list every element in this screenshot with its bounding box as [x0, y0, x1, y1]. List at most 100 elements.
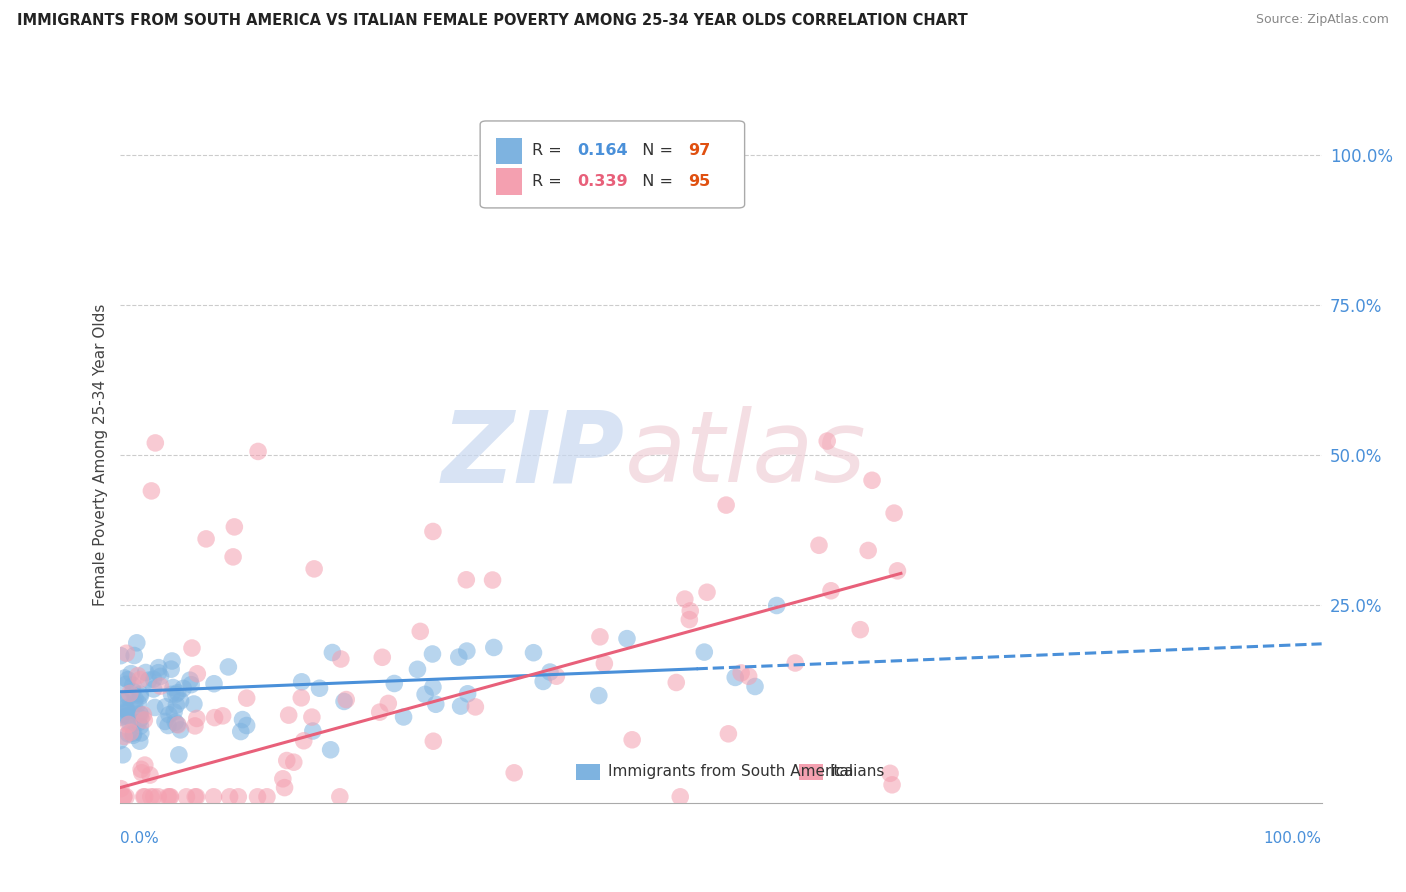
Point — [392, 710, 415, 724]
Point — [129, 762, 152, 776]
Point — [160, 654, 183, 668]
Point — [143, 436, 166, 450]
Point — [849, 623, 872, 637]
Text: 100.0%: 100.0% — [1264, 831, 1322, 846]
Point — [856, 543, 879, 558]
Point — [129, 673, 152, 687]
Point — [134, 789, 156, 804]
Point — [302, 724, 325, 739]
Point — [377, 697, 399, 711]
Point — [155, 699, 177, 714]
Point — [302, 562, 325, 576]
Text: ZIP: ZIP — [441, 407, 624, 503]
Point — [669, 789, 692, 804]
Point — [308, 681, 330, 696]
Point — [886, 564, 908, 578]
Point — [224, 520, 246, 534]
Point — [283, 755, 305, 769]
Point — [211, 709, 233, 723]
Point — [820, 583, 842, 598]
Point — [183, 697, 205, 711]
Point — [122, 728, 145, 742]
Point — [235, 718, 257, 732]
Point — [860, 473, 883, 487]
Point — [425, 698, 447, 712]
Point — [422, 734, 444, 748]
Point — [678, 613, 700, 627]
Point — [883, 506, 905, 520]
Point — [110, 691, 132, 706]
Text: Source: ZipAtlas.com: Source: ZipAtlas.com — [1256, 13, 1389, 27]
Point — [186, 789, 208, 804]
Point — [222, 549, 245, 564]
Point — [765, 599, 787, 613]
Point — [132, 789, 155, 804]
Point — [737, 669, 759, 683]
Point — [165, 698, 187, 712]
Point — [482, 640, 505, 655]
Point — [163, 705, 186, 719]
Point — [142, 789, 165, 804]
FancyBboxPatch shape — [576, 764, 600, 780]
Point — [247, 444, 270, 458]
Point — [148, 665, 170, 680]
Point — [169, 694, 191, 708]
Point — [124, 691, 146, 706]
Point — [406, 662, 429, 676]
Point — [134, 713, 156, 727]
Point — [879, 766, 901, 780]
Point — [235, 691, 257, 706]
Text: IMMIGRANTS FROM SOUTH AMERICA VS ITALIAN FEMALE POVERTY AMONG 25-34 YEAR OLDS CO: IMMIGRANTS FROM SOUTH AMERICA VS ITALIAN… — [17, 13, 967, 29]
Point — [276, 754, 298, 768]
Point — [481, 573, 503, 587]
Text: Italians: Italians — [830, 764, 886, 779]
Point — [231, 713, 253, 727]
Point — [616, 632, 638, 646]
Point — [115, 703, 138, 717]
Point — [143, 700, 166, 714]
Point — [368, 705, 391, 719]
Point — [422, 647, 444, 661]
Point — [717, 727, 740, 741]
Point — [202, 789, 225, 804]
Point — [176, 789, 198, 804]
Point — [413, 687, 436, 701]
Text: N =: N = — [631, 144, 678, 159]
Point — [159, 789, 181, 804]
Point — [621, 732, 644, 747]
Point — [180, 678, 202, 692]
Point — [139, 768, 162, 782]
Point — [110, 781, 132, 796]
Point — [181, 640, 204, 655]
Point — [118, 715, 141, 730]
Point — [115, 677, 138, 691]
Point — [115, 789, 138, 804]
FancyBboxPatch shape — [496, 137, 522, 164]
Text: R =: R = — [531, 144, 567, 159]
Point — [120, 666, 142, 681]
Point — [125, 636, 148, 650]
Point — [166, 686, 188, 700]
Y-axis label: Female Poverty Among 25-34 Year Olds: Female Poverty Among 25-34 Year Olds — [93, 304, 108, 606]
Point — [157, 707, 180, 722]
Point — [112, 789, 135, 804]
Point — [114, 671, 136, 685]
Point — [673, 592, 696, 607]
Point — [132, 707, 155, 722]
Point — [271, 772, 294, 786]
Point — [202, 677, 225, 691]
Point — [141, 483, 163, 498]
Point — [179, 673, 201, 688]
Point — [165, 715, 187, 730]
Point — [117, 673, 139, 687]
Point — [880, 778, 903, 792]
Text: 97: 97 — [688, 144, 710, 159]
Point — [117, 727, 139, 741]
Point — [153, 714, 176, 729]
Point — [162, 681, 184, 695]
Point — [131, 765, 153, 780]
Point — [124, 696, 146, 710]
Point — [815, 434, 838, 448]
Point — [169, 723, 191, 737]
Point — [464, 700, 486, 714]
